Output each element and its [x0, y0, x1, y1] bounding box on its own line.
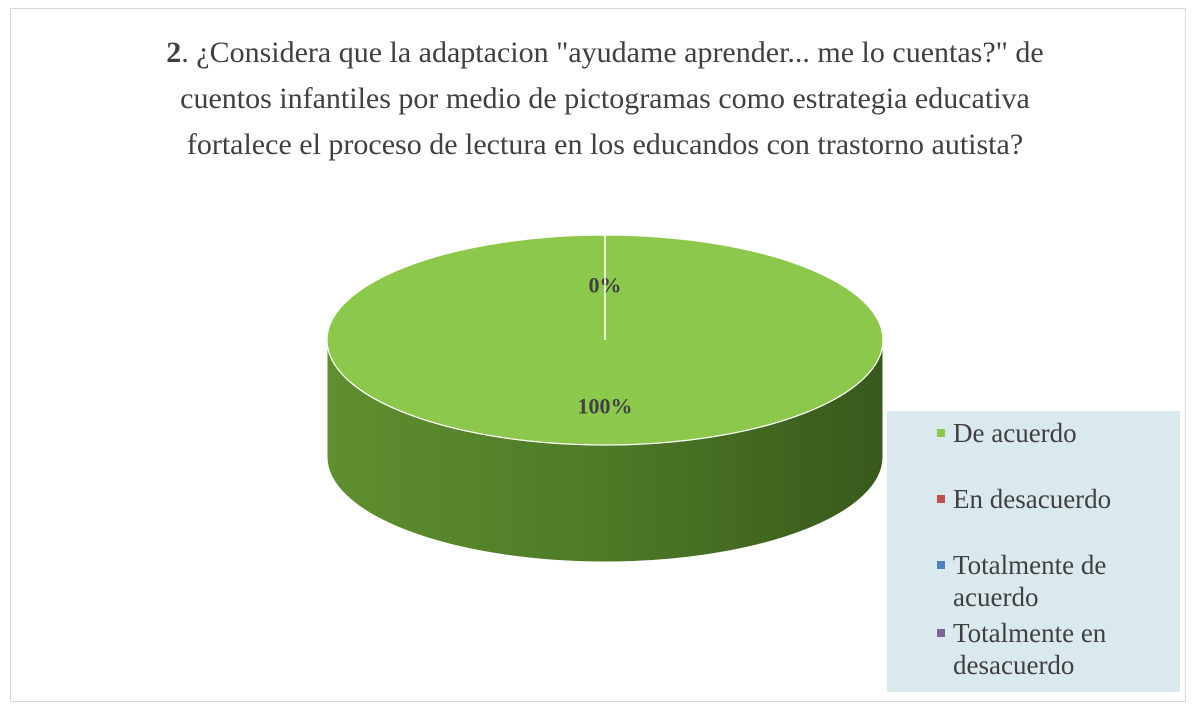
- title-number: 2: [166, 36, 182, 69]
- legend-label: En desacuerdo: [953, 484, 1112, 514]
- legend-swatch: [937, 495, 945, 503]
- legend-swatch: [937, 561, 945, 569]
- legend: De acuerdo En desacuerdo Totalmente de acu…: [887, 411, 1180, 692]
- legend-item: Totalmente en desacuerdo: [937, 617, 1170, 681]
- legend-label: Totalmente en desacuerdo: [953, 618, 1107, 680]
- data-label: 100%: [578, 393, 633, 418]
- legend-swatch: [937, 429, 945, 437]
- legend-item: Totalmente de acuerdo: [937, 549, 1170, 613]
- chart-frame: [10, 8, 1186, 702]
- chart-title: 2. ¿Considera que la adaptacion "ayudame…: [150, 30, 1060, 168]
- legend-swatch: [937, 629, 945, 637]
- legend-label: De acuerdo: [953, 418, 1077, 448]
- legend-label: Totalmente de acuerdo: [953, 550, 1107, 612]
- legend-item: En desacuerdo: [937, 483, 1170, 515]
- title-text: . ¿Considera que la adaptacion "ayudame …: [180, 36, 1044, 161]
- legend-item: De acuerdo: [937, 417, 1170, 449]
